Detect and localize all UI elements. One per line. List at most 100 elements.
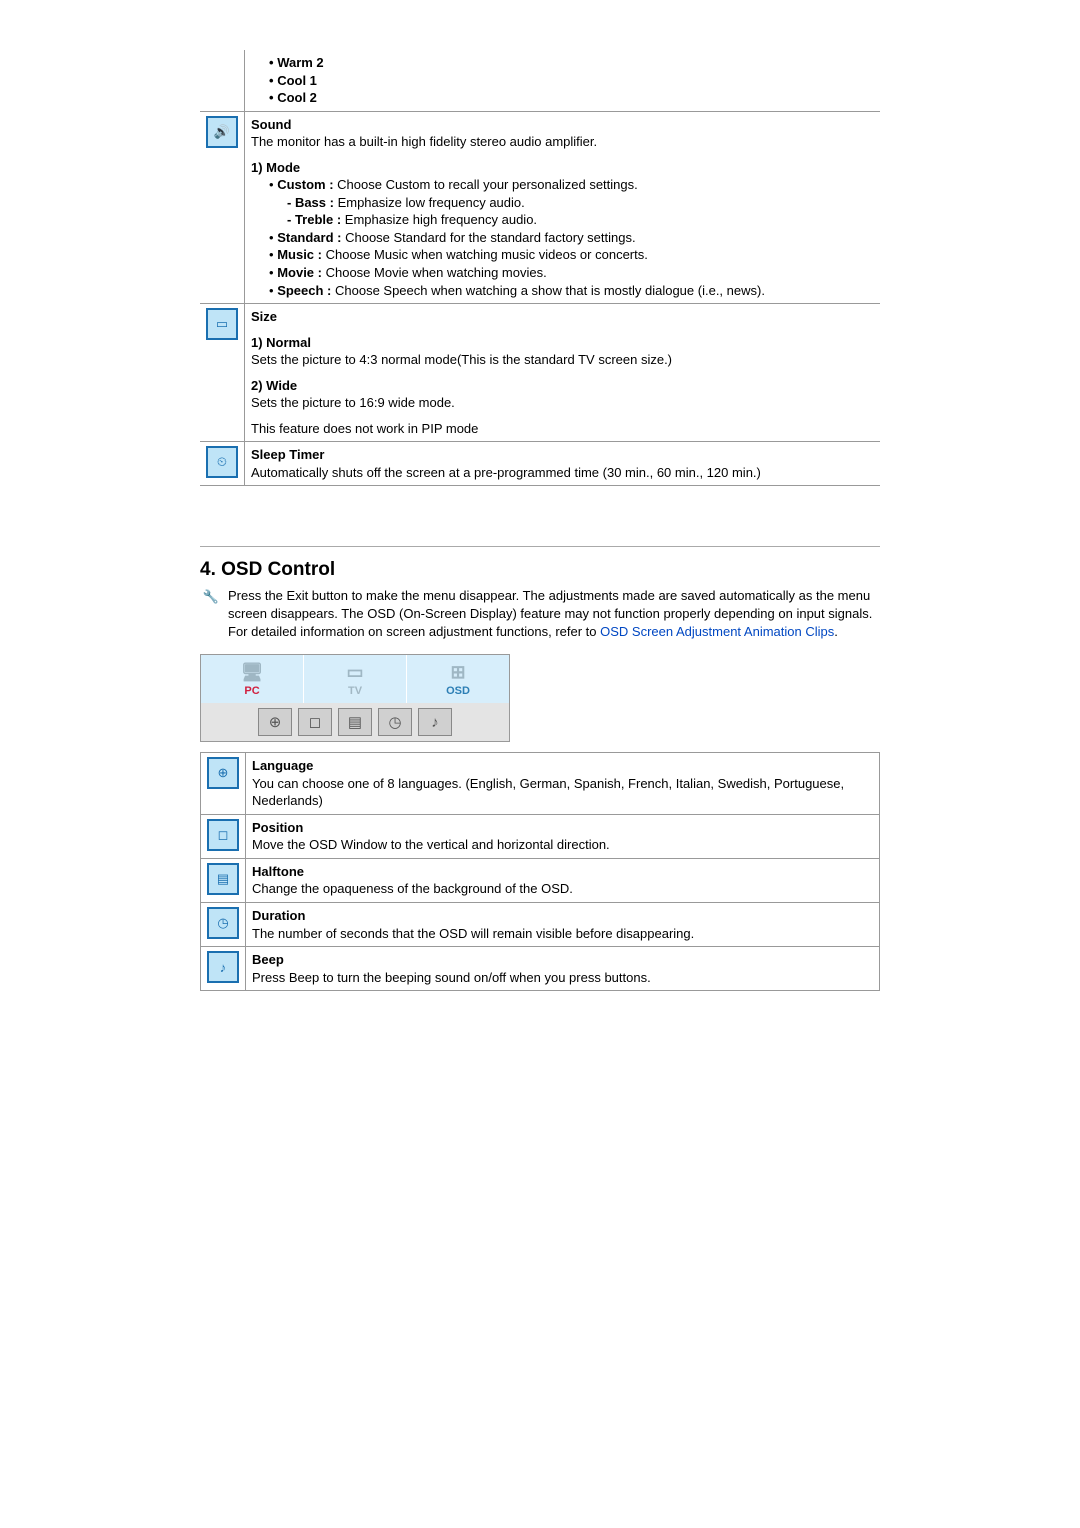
- intro-text: Press the Exit button to make the menu d…: [228, 587, 880, 640]
- sound-title: Sound: [251, 117, 291, 132]
- language-text: You can choose one of 8 languages. (Engl…: [252, 775, 873, 810]
- size-wide-label: 2) Wide: [251, 377, 874, 395]
- pc-icon: 🖥: [241, 662, 264, 683]
- beep-small-icon[interactable]: ♪: [418, 708, 452, 736]
- tab-osd[interactable]: ⊞ OSD: [407, 655, 509, 703]
- halftone-text: Change the opaqueness of the background …: [252, 880, 873, 898]
- tab-pc-label: PC: [244, 685, 259, 697]
- language-small-icon[interactable]: ⊕: [258, 708, 292, 736]
- page: • Warm 2 • Cool 1 • Cool 2 🔊 Sound The m…: [200, 0, 880, 1091]
- beep-text: Press Beep to turn the beeping sound on/…: [252, 969, 873, 987]
- halftone-glyph: ▤: [217, 871, 229, 887]
- intro-part1: Press the Exit button to make the menu d…: [228, 588, 872, 621]
- tab-osd-label: OSD: [446, 685, 470, 697]
- language-icon-cell: ⊕: [201, 753, 246, 815]
- tab-tv[interactable]: ▭ TV: [304, 655, 407, 703]
- position-glyph: ◻: [218, 827, 229, 843]
- sound-icon-cell: 🔊: [200, 111, 245, 303]
- halftone-small-icon[interactable]: ▤: [338, 708, 372, 736]
- position-icon-cell: ◻: [201, 814, 246, 858]
- mode-custom-label: Custom :: [277, 177, 333, 192]
- icons-row: ⊕ ◻ ▤ ◷ ♪: [201, 703, 509, 741]
- position-cell: Position Move the OSD Window to the vert…: [246, 814, 880, 858]
- section-divider: [200, 546, 880, 547]
- beep-title: Beep: [252, 951, 873, 969]
- halftone-title: Halftone: [252, 863, 873, 881]
- mode-label: 1) Mode: [251, 159, 874, 177]
- beep-glyph: ♪: [220, 960, 227, 975]
- sound-icon: 🔊: [206, 116, 238, 148]
- beep-cell: Beep Press Beep to turn the beeping soun…: [246, 947, 880, 991]
- size-title: Size: [251, 308, 874, 326]
- mode-music-label: Music :: [277, 247, 322, 262]
- sound-cell: Sound The monitor has a built-in high fi…: [245, 111, 881, 303]
- mode-bass-text: Emphasize low frequency audio.: [334, 195, 525, 210]
- language-title: Language: [252, 757, 873, 775]
- position-small-icon[interactable]: ◻: [298, 708, 332, 736]
- section-heading: 4. OSD Control: [200, 559, 880, 581]
- language-glyph: ⊕: [218, 765, 229, 781]
- halftone-icon: ▤: [207, 863, 239, 895]
- osd-settings-table: ⊕ Language You can choose one of 8 langu…: [200, 752, 880, 991]
- bullet: •: [269, 90, 274, 105]
- osd-icon: ⊞: [450, 662, 465, 683]
- mode-custom-text: Choose Custom to recall your personalize…: [334, 177, 638, 192]
- mode-speech-label: Speech :: [277, 283, 331, 298]
- wrench-icon: 🔧: [200, 587, 222, 640]
- mode-music-text: Choose Music when watching music videos …: [322, 247, 648, 262]
- color-tone-item: Cool 1: [277, 73, 317, 88]
- mode-speech-text: Choose Speech when watching a show that …: [331, 283, 765, 298]
- size-glyph: ▭: [216, 316, 228, 332]
- color-tone-item: Warm 2: [277, 55, 323, 70]
- bullet: •: [269, 230, 274, 245]
- bullet: •: [269, 73, 274, 88]
- tabs-box: 🖥 PC ▭ TV ⊞ OSD ⊕ ◻ ▤ ◷ ♪: [200, 654, 510, 742]
- halftone-cell: Halftone Change the opaqueness of the ba…: [246, 858, 880, 902]
- bullet: •: [269, 177, 274, 192]
- duration-title: Duration: [252, 907, 873, 925]
- mode-movie-label: Movie :: [277, 265, 322, 280]
- size-wide-text: Sets the picture to 16:9 wide mode.: [251, 394, 874, 412]
- osd-animation-link[interactable]: OSD Screen Adjustment Animation Clips: [600, 624, 834, 639]
- sleep-cell: Sleep Timer Automatically shuts off the …: [245, 442, 881, 486]
- color-tone-cell: • Warm 2 • Cool 1 • Cool 2: [245, 50, 881, 111]
- size-icon: ▭: [206, 308, 238, 340]
- size-note: This feature does not work in PIP mode: [251, 420, 874, 438]
- empty-icon-cell: [200, 50, 245, 111]
- sleep-glyph: ⏲: [217, 454, 227, 470]
- tab-tv-label: TV: [348, 685, 362, 697]
- mode-standard-label: Standard :: [277, 230, 341, 245]
- sleep-text: Automatically shuts off the screen at a …: [251, 464, 874, 482]
- tv-icon: ▭: [346, 662, 363, 683]
- wrench-glyph: 🔧: [203, 589, 219, 605]
- mode-standard-text: Choose Standard for the standard factory…: [341, 230, 635, 245]
- duration-glyph: ◷: [217, 915, 228, 931]
- duration-text: The number of seconds that the OSD will …: [252, 925, 873, 943]
- position-title: Position: [252, 819, 873, 837]
- mode-treble-label: - Treble :: [287, 212, 341, 227]
- language-icon: ⊕: [207, 757, 239, 789]
- duration-small-icon[interactable]: ◷: [378, 708, 412, 736]
- size-icon-cell: ▭: [200, 304, 245, 442]
- sleep-timer-icon: ⏲: [206, 446, 238, 478]
- color-tone-item: Cool 2: [277, 90, 317, 105]
- halftone-icon-cell: ▤: [201, 858, 246, 902]
- duration-cell: Duration The number of seconds that the …: [246, 902, 880, 946]
- sound-glyph: 🔊: [214, 124, 230, 140]
- tab-pc[interactable]: 🖥 PC: [201, 655, 304, 703]
- mode-movie-text: Choose Movie when watching movies.: [322, 265, 547, 280]
- bullet: •: [269, 247, 274, 262]
- position-text: Move the OSD Window to the vertical and …: [252, 836, 873, 854]
- mode-bass-label: - Bass :: [287, 195, 334, 210]
- intro-part2b: .: [834, 624, 838, 639]
- intro-part2a: For detailed information on screen adjus…: [228, 624, 600, 639]
- size-normal-label: 1) Normal: [251, 334, 874, 352]
- beep-icon: ♪: [207, 951, 239, 983]
- sleep-title: Sleep Timer: [251, 447, 324, 462]
- language-cell: Language You can choose one of 8 languag…: [246, 753, 880, 815]
- bullet: •: [269, 283, 274, 298]
- position-icon: ◻: [207, 819, 239, 851]
- top-settings-table: • Warm 2 • Cool 1 • Cool 2 🔊 Sound The m…: [200, 50, 880, 486]
- bullet: •: [269, 265, 274, 280]
- duration-icon: ◷: [207, 907, 239, 939]
